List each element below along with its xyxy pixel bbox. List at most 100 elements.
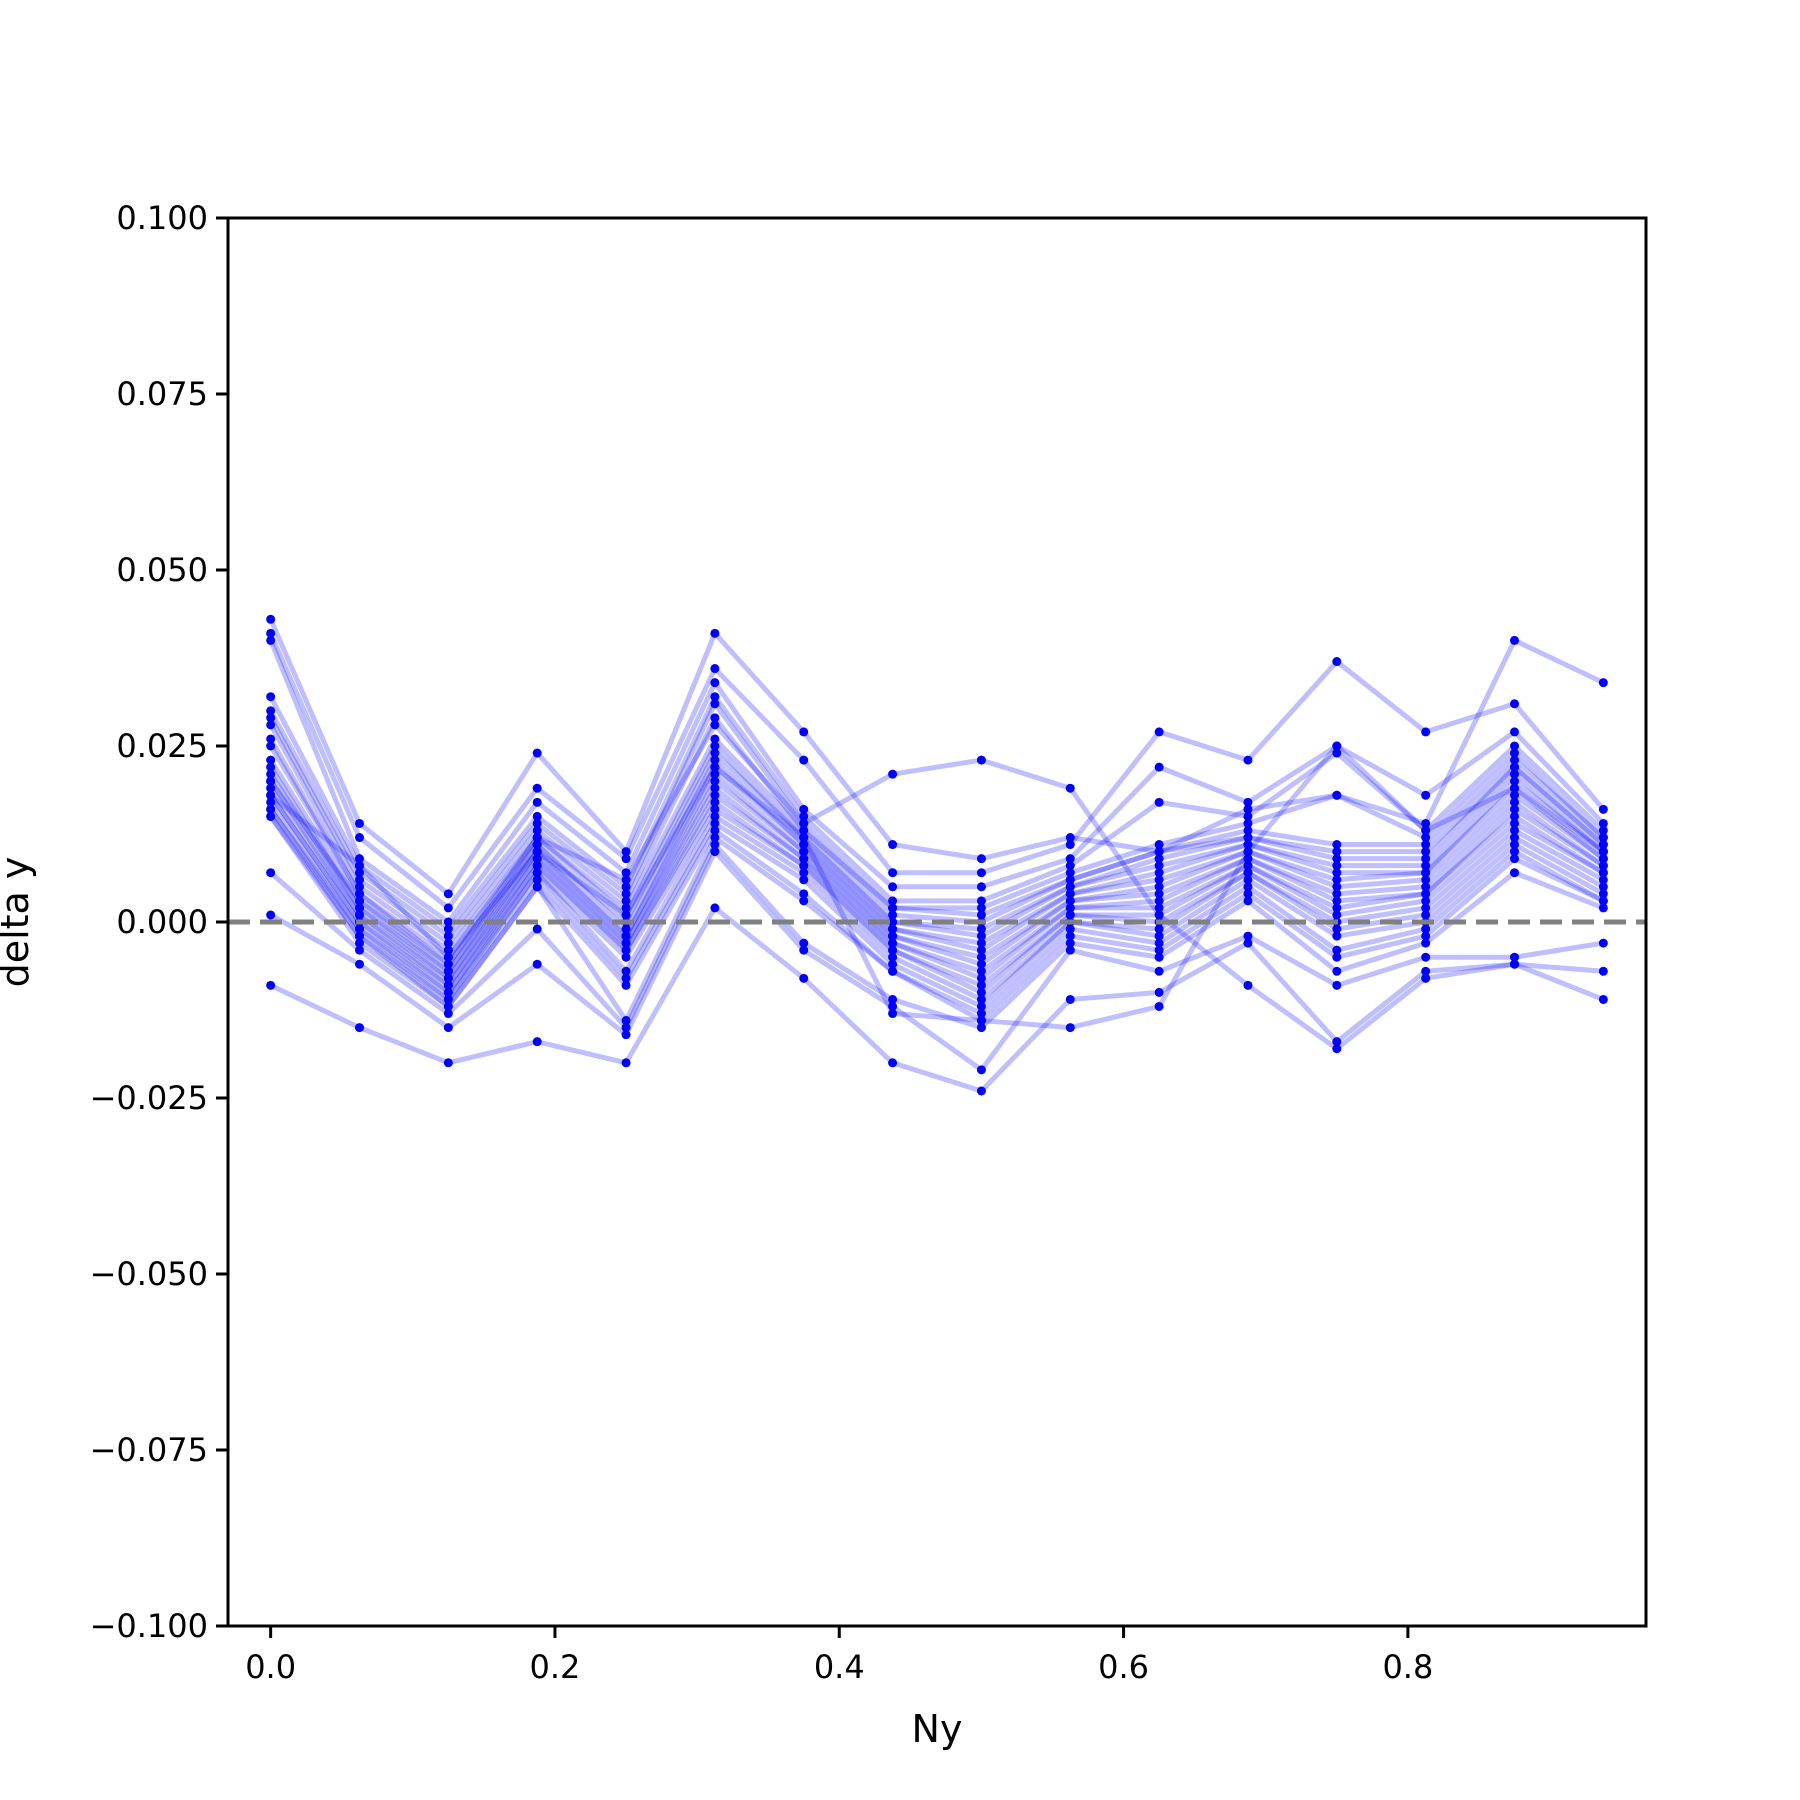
y-tick-label: −0.075 — [90, 1431, 208, 1469]
data-point-5-15 — [1598, 833, 1608, 843]
data-point-22-15 — [1598, 938, 1608, 948]
data-point-25-0 — [266, 790, 276, 800]
data-point-14-12 — [1332, 903, 1342, 913]
data-point-21-1 — [354, 945, 364, 955]
data-point-18-8 — [976, 1001, 986, 1011]
data-point-11-8 — [976, 952, 986, 962]
y-axis-ticks: 0.100 0.075 0.050 0.025 0.000 −0.025 −0.050 −0.… — [90, 199, 228, 1645]
data-point-3-7 — [888, 896, 898, 906]
data-point-11-14 — [1510, 790, 1520, 800]
data-point-6-5 — [710, 734, 720, 744]
data-point-24-15 — [1598, 994, 1608, 1004]
data-point-20-10 — [1154, 945, 1164, 955]
data-point-4-4 — [621, 889, 631, 899]
data-point-13-4 — [621, 938, 631, 948]
data-point-8-5 — [710, 748, 720, 758]
data-point-0-6 — [799, 727, 809, 737]
data-point-18-15 — [1598, 889, 1608, 899]
series-line-15 — [268, 793, 1605, 995]
data-point-2-9 — [1065, 854, 1075, 864]
data-point-10-9 — [1065, 889, 1075, 899]
y-tick-label: 0.075 — [116, 375, 208, 413]
data-point-6-10 — [1154, 847, 1164, 857]
data-point-6-1 — [354, 882, 364, 892]
data-point-18-11 — [1243, 875, 1253, 885]
data-point-2-1 — [354, 854, 364, 864]
data-point-0-11 — [1243, 804, 1253, 814]
series-line-16 — [268, 800, 1605, 995]
data-point-23-3 — [532, 1037, 542, 1047]
data-point-22-1 — [354, 959, 364, 969]
data-point-18-5 — [710, 818, 720, 828]
data-point-8-12 — [1332, 861, 1342, 871]
data-point-20-12 — [1332, 952, 1342, 962]
data-point-6-2 — [443, 945, 453, 955]
data-point-15-15 — [1598, 868, 1608, 878]
data-point-10-13 — [1421, 868, 1431, 878]
data-point-3-14 — [1510, 741, 1520, 751]
data-point-5-3 — [532, 825, 542, 835]
series-line-8 — [268, 744, 1605, 967]
data-point-17-1 — [354, 924, 364, 934]
data-point-8-10 — [1154, 861, 1164, 871]
data-point-10-6 — [799, 840, 809, 850]
data-point-17-10 — [1154, 924, 1164, 934]
data-point-21-14 — [1510, 868, 1520, 878]
data-point-1-12 — [1332, 657, 1342, 667]
data-point-23-2 — [443, 1058, 453, 1068]
data-point-9-12 — [1332, 868, 1342, 878]
series-line-7 — [268, 737, 1605, 960]
data-point-15-13 — [1421, 896, 1431, 906]
data-point-6-13 — [1421, 847, 1431, 857]
data-point-21-5 — [710, 840, 720, 850]
data-point-17-5 — [710, 811, 720, 821]
data-point-25-13 — [1421, 825, 1431, 835]
data-point-24-5 — [710, 720, 720, 730]
x-tick-label: 0.6 — [1098, 1648, 1149, 1686]
x-tick-label: 0.2 — [530, 1648, 581, 1686]
series-line-6 — [268, 723, 1605, 953]
data-point-17-14 — [1510, 833, 1520, 843]
data-point-9-14 — [1510, 776, 1520, 786]
data-point-6-6 — [799, 825, 809, 835]
series-line-25 — [269, 743, 1605, 1031]
data-point-7-13 — [1421, 854, 1431, 864]
data-point-25-15 — [1598, 847, 1608, 857]
data-point-1-0 — [266, 628, 276, 638]
data-point-24-10 — [1154, 910, 1164, 920]
data-point-20-7 — [888, 966, 898, 976]
data-point-6-4 — [621, 903, 631, 913]
data-point-25-2 — [443, 952, 453, 962]
data-point-23-11 — [1243, 938, 1253, 948]
data-point-18-2 — [443, 994, 453, 1004]
data-point-14-5 — [710, 790, 720, 800]
data-point-1-10 — [1154, 727, 1164, 737]
data-point-6-7 — [888, 910, 898, 920]
data-point-1-15 — [1598, 804, 1608, 814]
data-point-1-6 — [799, 755, 809, 765]
data-point-15-12 — [1332, 910, 1342, 920]
data-point-1-11 — [1243, 755, 1253, 765]
series-line-1 — [268, 632, 1606, 911]
data-point-2-7 — [888, 882, 898, 892]
data-point-3-8 — [976, 896, 986, 906]
data-point-3-12 — [1332, 748, 1342, 758]
data-point-24-8 — [976, 755, 986, 765]
x-tick-label: 0.4 — [814, 1648, 865, 1686]
data-point-12-14 — [1510, 797, 1520, 807]
data-point-19-10 — [1154, 938, 1164, 948]
data-point-4-13 — [1421, 833, 1431, 843]
data-point-17-6 — [799, 868, 809, 878]
data-point-7-11 — [1243, 833, 1253, 843]
y-tick-label: 0.050 — [116, 551, 208, 589]
data-point-25-9 — [1065, 1023, 1075, 1033]
data-point-22-7 — [888, 1001, 898, 1011]
data-point-22-9 — [1065, 945, 1075, 955]
data-point-24-0 — [266, 776, 276, 786]
data-point-22-12 — [1332, 980, 1342, 990]
y-tick-label: −0.100 — [90, 1607, 208, 1645]
data-point-24-3 — [532, 833, 542, 843]
data-point-4-9 — [1065, 868, 1075, 878]
data-point-12-8 — [976, 959, 986, 969]
data-point-10-8 — [976, 945, 986, 955]
